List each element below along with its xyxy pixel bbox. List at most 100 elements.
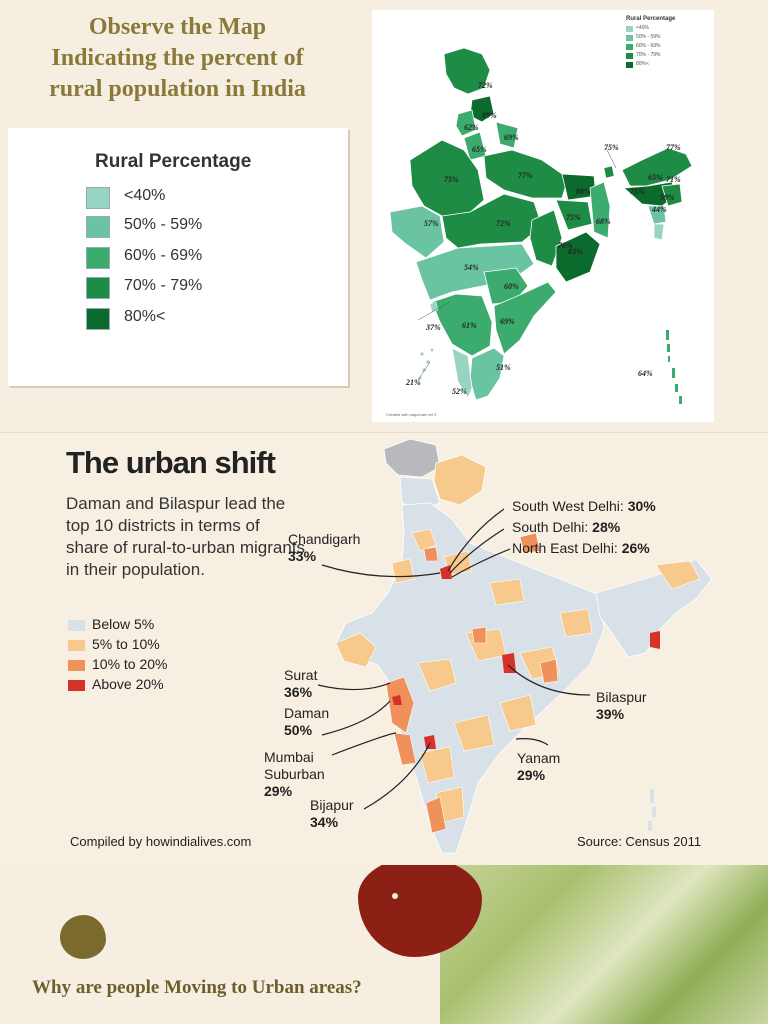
map-label: 37% [425, 323, 441, 332]
callout-surat: Surat 36% [284, 667, 317, 701]
legend-swatch [68, 620, 85, 631]
legend-label: Above 20% [92, 676, 164, 692]
callout-name: South West Delhi: [512, 498, 624, 514]
question-heading: Why are people Moving to Urban areas? [32, 977, 362, 998]
map-label: 62% [464, 123, 479, 132]
mini-legend-label: 70% - 79% [636, 52, 661, 58]
mini-legend-label: 50% - 59% [636, 34, 661, 40]
map-credit: Created with mapchart.net © [386, 412, 437, 417]
map-label: 75% [566, 213, 581, 222]
mini-legend-label: 80%< [636, 61, 649, 67]
compiled-by: Compiled by howindialives.com [70, 834, 252, 849]
callout-name: Surat [284, 667, 318, 683]
legend-swatch [68, 640, 85, 651]
callout-name: North East Delhi: [512, 540, 618, 556]
callout-yanam: Yanam 29% [517, 750, 560, 784]
map-label: 89% [482, 111, 497, 120]
callout-name: Chandigarh [288, 531, 361, 547]
legend-label: 5% to 10% [92, 636, 160, 652]
mini-swatch [626, 35, 633, 41]
callout-south-delhi: South Delhi: 28% [512, 519, 620, 536]
map-label: 52% [452, 387, 467, 396]
callout-name: South Delhi: [512, 519, 589, 535]
urban-shift-description: Daman and Bilaspur lead the top 10 distr… [66, 494, 306, 579]
callout-value: 30% [627, 498, 656, 514]
callout-mumbai-suburban: Mumbai Suburban 29% [264, 749, 325, 800]
legend-label: 70% - 79% [124, 277, 203, 294]
callout-value: 33% [288, 548, 317, 564]
title-line-2: Indicating the percent of [51, 45, 304, 71]
callout-name: Suburban [264, 766, 325, 782]
mini-legend-title: Rural Percentage [626, 16, 676, 22]
source-note: Source: Census 2011 [577, 834, 702, 849]
callout-value: 50% [284, 722, 313, 738]
map-label: 77% [666, 143, 681, 152]
legend-label: 10% to 20% [92, 656, 168, 672]
map-label: 69% [500, 317, 515, 326]
callout-south-west-delhi: South West Delhi: 30% [512, 498, 656, 515]
map-label: 51% [496, 363, 511, 372]
callout-bilaspur: Bilaspur 39% [596, 689, 647, 723]
map-label: 88% [576, 187, 591, 196]
map-label: 57% [424, 219, 439, 228]
mini-legend-item: 80%< [626, 61, 675, 70]
legend-swatch [86, 216, 110, 238]
callout-chandigarh: Chandigarh 33% [288, 531, 360, 565]
map-label: 72% [478, 81, 493, 90]
callout-name: Bilaspur [596, 689, 647, 705]
legend-swatch [86, 308, 110, 330]
legend-swatch [86, 187, 110, 209]
mini-legend: Rural Percentage <40% 50% - 59% 60% - 69… [626, 16, 675, 70]
callout-value: 29% [264, 783, 293, 799]
map-label: 61% [462, 321, 477, 330]
callout-value: 26% [621, 540, 650, 556]
callout-value: 39% [596, 706, 625, 722]
why-moving-section: Why are people Moving to Urban areas? [0, 865, 768, 1024]
callout-name: Daman [284, 705, 330, 721]
callout-daman: Daman 50% [284, 705, 329, 739]
mini-legend-item: 60% - 69% [626, 43, 675, 52]
callout-north-east-delhi: North East Delhi: 26% [512, 540, 650, 557]
map-label: 60% [504, 282, 519, 291]
map-label: 71% [666, 175, 681, 184]
rural-percentage-section: Observe the Map Indicating the percent o… [0, 0, 768, 432]
leaves-photo [440, 865, 768, 1024]
mini-legend-item: 70% - 79% [626, 52, 675, 61]
callout-name: Mumbai [264, 749, 314, 765]
legend-swatch [68, 660, 85, 671]
map-label: 77% [518, 171, 533, 180]
title-line-3: rural population in India [49, 76, 306, 102]
legend-label: Below 5% [92, 616, 155, 632]
mini-legend-label: 60% - 69% [636, 43, 661, 49]
map-label: 68% [596, 217, 611, 226]
legend-label: 50% - 59% [124, 216, 203, 233]
callout-bijapur: Bijapur 34% [310, 797, 354, 831]
mini-legend-label: <40% [636, 25, 649, 31]
map-label: 75% [444, 175, 459, 184]
mini-swatch [626, 53, 633, 59]
mini-legend-item: <40% [626, 25, 675, 34]
callout-name: Yanam [517, 750, 561, 766]
callout-value: 29% [517, 767, 546, 783]
legend-label: 60% - 69% [124, 247, 203, 264]
india-choropleth: 72% 89% 62% 69% 65% 75% 75% 77% 77% 65% … [389, 47, 693, 404]
rural-legend-card: Rural Percentage <40% 50% - 59% 60% - 69… [8, 128, 348, 386]
map-label: 64% [638, 369, 653, 378]
map-label: 83% [568, 247, 583, 256]
map-label: 69% [504, 133, 519, 142]
map-label: 72% [496, 219, 511, 228]
legend-label: 80%< [124, 308, 166, 325]
map-label: 65% [472, 145, 487, 154]
legend-label: <40% [124, 187, 166, 204]
map-label: 65% [648, 173, 663, 182]
callout-value: 28% [592, 519, 621, 535]
section-title: Observe the Map Indicating the percent o… [20, 12, 335, 105]
urban-shift-title: The urban shift [66, 445, 276, 480]
map-label: 59% [660, 193, 675, 202]
mini-swatch [626, 62, 633, 68]
callout-name: Bijapur [310, 797, 354, 813]
map-label: 75% [604, 143, 619, 152]
olive-decorative-blob [60, 915, 106, 959]
callout-value: 36% [284, 684, 313, 700]
map-label: 54% [464, 263, 479, 272]
